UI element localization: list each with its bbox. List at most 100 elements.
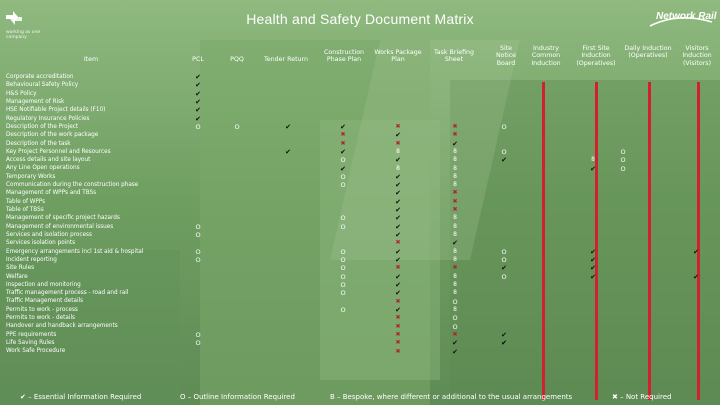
matrix-mark-essential: ✔	[501, 339, 507, 348]
matrix-mark-bespoke: 8	[396, 147, 400, 155]
matrix-mark-outline: O	[452, 297, 458, 306]
matrix-mark-not-required: ✖	[340, 139, 346, 147]
matrix-row-label: Regulatory Insurance Policies	[6, 115, 90, 122]
col-header-first-site: First Site Induction (Operatives)	[576, 45, 616, 67]
matrix-mark-essential: ✔	[452, 239, 458, 248]
matrix-mark-bespoke: 8	[453, 156, 457, 164]
col-header-pcl: PCL	[192, 56, 204, 63]
matrix-mark-outline: O	[501, 122, 507, 131]
not-required-bar	[595, 82, 598, 400]
arrows-logo-icon	[6, 11, 22, 25]
matrix-mark-outline: O	[195, 247, 201, 256]
matrix-mark-outline: O	[195, 256, 201, 265]
matrix-row-label: Table of WPPs	[6, 198, 46, 205]
matrix-row-label: Life Saving Rules	[6, 340, 55, 346]
matrix-mark-not-required: ✖	[452, 264, 458, 272]
matrix-mark-outline: O	[195, 330, 201, 339]
col-header-cpp: Construction Phase Plan	[323, 49, 365, 64]
matrix-mark-outline: O	[501, 247, 507, 256]
matrix-mark-bespoke: 8	[453, 172, 457, 180]
col-header-item: Item	[83, 56, 99, 63]
matrix-mark-essential: ✔	[340, 164, 346, 173]
matrix-mark-bespoke: 8	[453, 256, 457, 264]
matrix-mark-essential: ✔	[395, 189, 401, 198]
matrix-mark-outline: O	[340, 264, 346, 273]
matrix-mark-bespoke: 8	[453, 289, 457, 297]
legend-not-required: ✖ – Not Required	[612, 393, 672, 401]
col-header-pqq: PQQ	[230, 56, 244, 63]
matrix-mark-essential: ✔	[285, 122, 291, 131]
matrix-mark-not-required: ✖	[395, 339, 401, 347]
matrix-row-label: Emergency arrangements incl 1st aid & ho…	[6, 248, 144, 255]
matrix-mark-outline: O	[501, 256, 507, 265]
not-required-bar	[542, 82, 545, 400]
matrix-mark-not-required: ✖	[395, 139, 401, 147]
matrix-mark-bespoke: 8	[453, 222, 457, 230]
matrix-row-label: Management of specific project hazards	[6, 215, 120, 222]
matrix-row-label: Inspection and monitoring	[6, 281, 81, 288]
matrix-mark-not-required: ✖	[395, 297, 401, 305]
matrix-mark-outline: O	[620, 156, 626, 165]
matrix-mark-essential: ✔	[452, 339, 458, 348]
matrix-mark-not-required: ✖	[452, 206, 458, 214]
matrix-row-label: Work Safe Procedure	[6, 348, 66, 355]
matrix-mark-essential: ✔	[395, 247, 401, 256]
legend-outline: O – Outline Information Required	[180, 393, 295, 401]
matrix-row-label: Description of the work package	[6, 132, 99, 139]
matrix-mark-essential: ✔	[501, 156, 507, 165]
not-required-bar	[648, 82, 651, 400]
matrix-mark-essential: ✔	[395, 289, 401, 298]
logo-tagline: working as one company	[6, 30, 41, 40]
matrix-mark-outline: O	[340, 222, 346, 231]
matrix-mark-outline: O	[340, 256, 346, 265]
matrix-row-label: Description of the task	[6, 140, 71, 147]
matrix-mark-not-required: ✖	[340, 131, 346, 139]
matrix-mark-outline: O	[340, 247, 346, 256]
matrix-row-label: Management of Risk	[6, 98, 65, 105]
matrix-row-label: Behavioural Safety Policy	[6, 82, 79, 89]
matrix-mark-outline: O	[452, 322, 458, 331]
matrix-mark-bespoke: 8	[453, 181, 457, 189]
page-title: Health and Safety Document Matrix	[246, 11, 474, 27]
col-header-visitors: Visitors Induction (Visitors)	[682, 45, 712, 67]
matrix-mark-essential: ✔	[395, 281, 401, 289]
matrix-row-label: Traffic Management details	[6, 298, 84, 305]
matrix-mark-essential: ✔	[395, 172, 401, 181]
matrix-row-label: Description of the Project	[6, 123, 79, 130]
matrix-mark-essential: ✔	[590, 164, 596, 173]
matrix-mark-essential: ✔	[501, 264, 507, 273]
matrix-mark-outline: O	[340, 272, 346, 281]
matrix-mark-not-required: ✖	[452, 131, 458, 139]
matrix-mark-bespoke: 8	[453, 231, 457, 239]
matrix-mark-essential: ✔	[590, 264, 596, 273]
matrix-mark-not-required: ✖	[452, 197, 458, 205]
matrix-row-label: PPE requirements	[6, 331, 57, 338]
matrix-row-label: Key Project Personnel and Resources	[6, 148, 111, 155]
matrix-row-label: Management of WPPs and TBSs	[6, 190, 97, 197]
matrix-mark-outline: O	[195, 222, 201, 231]
matrix-mark-not-required: ✖	[452, 189, 458, 197]
matrix-mark-essential: ✔	[395, 231, 401, 240]
matrix-mark-outline: O	[620, 164, 626, 173]
matrix-mark-bespoke: 8	[453, 305, 457, 313]
matrix-mark-essential: ✔	[395, 156, 401, 165]
matrix-mark-essential: ✔	[195, 97, 201, 106]
matrix-mark-essential: ✔	[501, 330, 507, 339]
matrix-mark-outline: O	[501, 272, 507, 281]
matrix-mark-essential: ✔	[195, 73, 201, 81]
matrix-row-label: Services and isolation process	[6, 231, 92, 238]
matrix-mark-bespoke: 8	[453, 147, 457, 155]
matrix-row-label: H&S Policy	[6, 90, 37, 97]
matrix-mark-essential: ✔	[395, 272, 401, 281]
matrix-mark-outline: O	[195, 339, 201, 348]
matrix-row-label: Management of environmental issues	[6, 223, 114, 230]
matrix-mark-essential: ✔	[590, 256, 596, 265]
matrix-mark-essential: ✔	[395, 131, 401, 140]
col-header-wpp: Works Package Plan	[374, 49, 422, 64]
matrix-mark-outline: O	[195, 231, 201, 240]
matrix-row-label: HSE Notifiable Project details (F10)	[6, 107, 106, 114]
matrix-row-label: Incident reporting	[6, 256, 57, 263]
wordmark-swoosh-icon	[649, 17, 713, 27]
matrix-mark-not-required: ✖	[452, 122, 458, 130]
